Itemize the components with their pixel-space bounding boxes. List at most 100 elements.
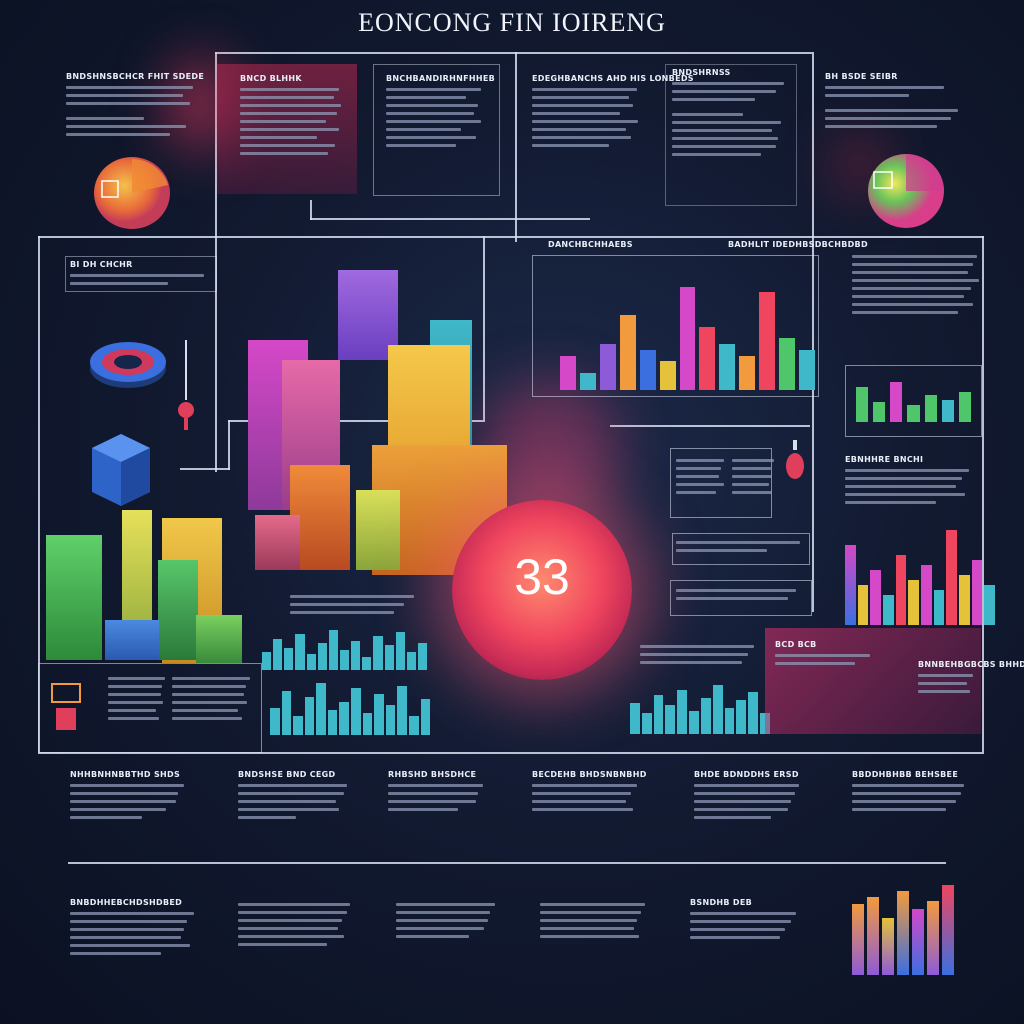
bar-chart-right-tall (845, 525, 996, 625)
heading-4: EDEGHBANCHS AHD HIS LONBEDS (532, 74, 694, 83)
heading-18: BBDDHBHBB BEHSBEE (852, 770, 959, 779)
heading-9: BADHLIT IDEDHBSDBCHBDBD (728, 240, 868, 249)
text-block-lower-right: BCD BCB (775, 640, 875, 665)
divider-left-vert (215, 52, 217, 472)
text-block-cr-4 (676, 584, 806, 600)
text-block-bottom-6: BBDDHBHBB BEHSBEE (852, 770, 970, 811)
text-block-lower-right-2: BNNBEHBGBCBS BHHD (918, 660, 1024, 693)
heading-20: BSNDHB DEB (690, 898, 752, 907)
text-block-right (852, 250, 984, 314)
heading-17: BHDE BDNDDHS ERSD (694, 770, 799, 779)
divider-lower (68, 862, 946, 864)
building-green-low-2 (196, 615, 242, 663)
panel-center-right-1 (670, 448, 772, 518)
text-block-lower-center (640, 640, 760, 664)
text-block-bottom-5: BHDE BDNDDHS ERSD (694, 770, 804, 819)
text-block-bottom-1: NHHBNHNBBTHD SHDS (70, 770, 190, 819)
panel-top-3 (373, 64, 500, 196)
panel-lower-right-pink (765, 628, 981, 734)
bar-chart-lower-center (630, 682, 770, 734)
text-block-top-4: EDEGHBANCHS AHD HIS LONBEDS (532, 74, 694, 147)
text-block-footer-2 (238, 898, 356, 946)
panel-left-header (65, 256, 217, 292)
divider-mid-h (38, 236, 984, 238)
chart-heading-left: DANCHBCHHAEBS (548, 240, 633, 249)
building-yellow-green (356, 490, 400, 570)
building-rose (255, 515, 300, 570)
heading-16: BECDEHB BHDSNBNBHD (532, 770, 647, 779)
building-blue-low (105, 620, 159, 660)
robot-icon (51, 683, 81, 730)
text-block-top-2: BNCD BLHHK (240, 74, 350, 155)
building-orange (290, 465, 350, 570)
text-block-lower-mid (290, 590, 420, 614)
connector-1 (310, 200, 312, 220)
text-block-bottom-2: BNDSHSE BND CEGD (238, 770, 353, 819)
text-block-cr-3 (676, 536, 806, 552)
chart-heading-right: BADHLIT IDEDHBSDBCHBDBD (728, 240, 868, 249)
building-green-left (46, 535, 102, 660)
heading-10: EBNHHRE BNCHI (845, 455, 924, 464)
bar-chart-footer (852, 880, 954, 975)
cube-icon (92, 434, 150, 506)
heading-1: BNDSHNSBCHCR FHIT SDEDE (66, 72, 205, 81)
connector-5 (228, 420, 483, 422)
text-block-cr-2 (732, 454, 776, 494)
text-block-lower-left-1 (108, 672, 168, 720)
heading-11: BCD BCB (775, 640, 817, 649)
text-block-footer-1: BNBDHHEBCHDSHDBED (70, 898, 200, 955)
page-title: EONCONG FIN IOIRENG (358, 8, 666, 37)
text-block-bottom-4: BECDEHB BHDSNBNBHD (532, 770, 647, 811)
heading-6: BH BSDE SEIBR (825, 72, 898, 81)
bar-chart-center (560, 275, 815, 390)
bar-chart-lower-1 (262, 625, 428, 670)
flask-icon (786, 440, 804, 479)
heading-5: BNDSHRNSS (672, 68, 731, 77)
building-green-low (158, 560, 198, 660)
heading-19: BNBDHHEBCHDSHDBED (70, 898, 183, 907)
text-block-footer-4 (540, 898, 650, 938)
orb-value: 33 (514, 549, 570, 605)
text-block-top-6: BH BSDE SEIBR (825, 72, 965, 128)
panel-center-right-3 (670, 580, 812, 616)
panel-right-mini (845, 365, 982, 437)
heading-12: BNNBEHBGBCBS BHHD (918, 660, 1024, 669)
highlight-orb (452, 500, 632, 680)
heading-7: BI DH CHCHR (70, 260, 133, 269)
text-block-right-2: EBNHHRE BNCHI (845, 455, 975, 504)
heading-14: BNDSHSE BND CEGD (238, 770, 336, 779)
heading-15: RHBSHD BHSDHCE (388, 770, 477, 779)
heading-2: BNCD BLHHK (240, 74, 302, 83)
text-block-footer-5: BSNDHB DEB (690, 898, 802, 939)
heading-8: DANCHBCHHAEBS (548, 240, 633, 249)
panel-center-chart (532, 255, 819, 397)
panel-center-right-2 (672, 533, 810, 565)
bar-chart-right-mini (856, 372, 971, 422)
text-block-top-5: BNDSHRNSS (672, 68, 790, 156)
text-block-bottom-3: RHBSHD BHSDHCE (388, 770, 488, 811)
divider-left-box (38, 236, 40, 752)
text-block-cr-1 (676, 454, 726, 494)
divider-mid-vert (515, 52, 517, 242)
divider-right-box (982, 236, 984, 752)
connector-3 (180, 468, 230, 470)
disc-icon (90, 342, 166, 388)
divider-right-vert (812, 52, 814, 612)
text-block-top-1: BNDSHNSBCHCR FHIT SDEDE (66, 72, 205, 136)
bar-chart-lower-2 (270, 680, 431, 735)
connector-6 (483, 236, 485, 422)
text-block-footer-3 (396, 898, 500, 938)
panel-top-5 (665, 64, 797, 206)
pin-icon (178, 340, 194, 430)
heading-13: NHHBNHNBBTHD SHDS (70, 770, 181, 779)
text-block-lower-left-2 (172, 672, 254, 720)
panel-lower-left (38, 663, 262, 753)
divider-main (38, 752, 984, 754)
text-block-left: BI DH CHCHR (70, 260, 210, 285)
connector-2 (310, 218, 590, 220)
divider-top (215, 52, 812, 54)
text-block-top-3: BNCHBANDIRHNFHHEB (386, 74, 495, 147)
pie-chart-icon (94, 157, 170, 229)
donut-chart-icon (868, 154, 944, 228)
connector-4 (228, 420, 230, 470)
